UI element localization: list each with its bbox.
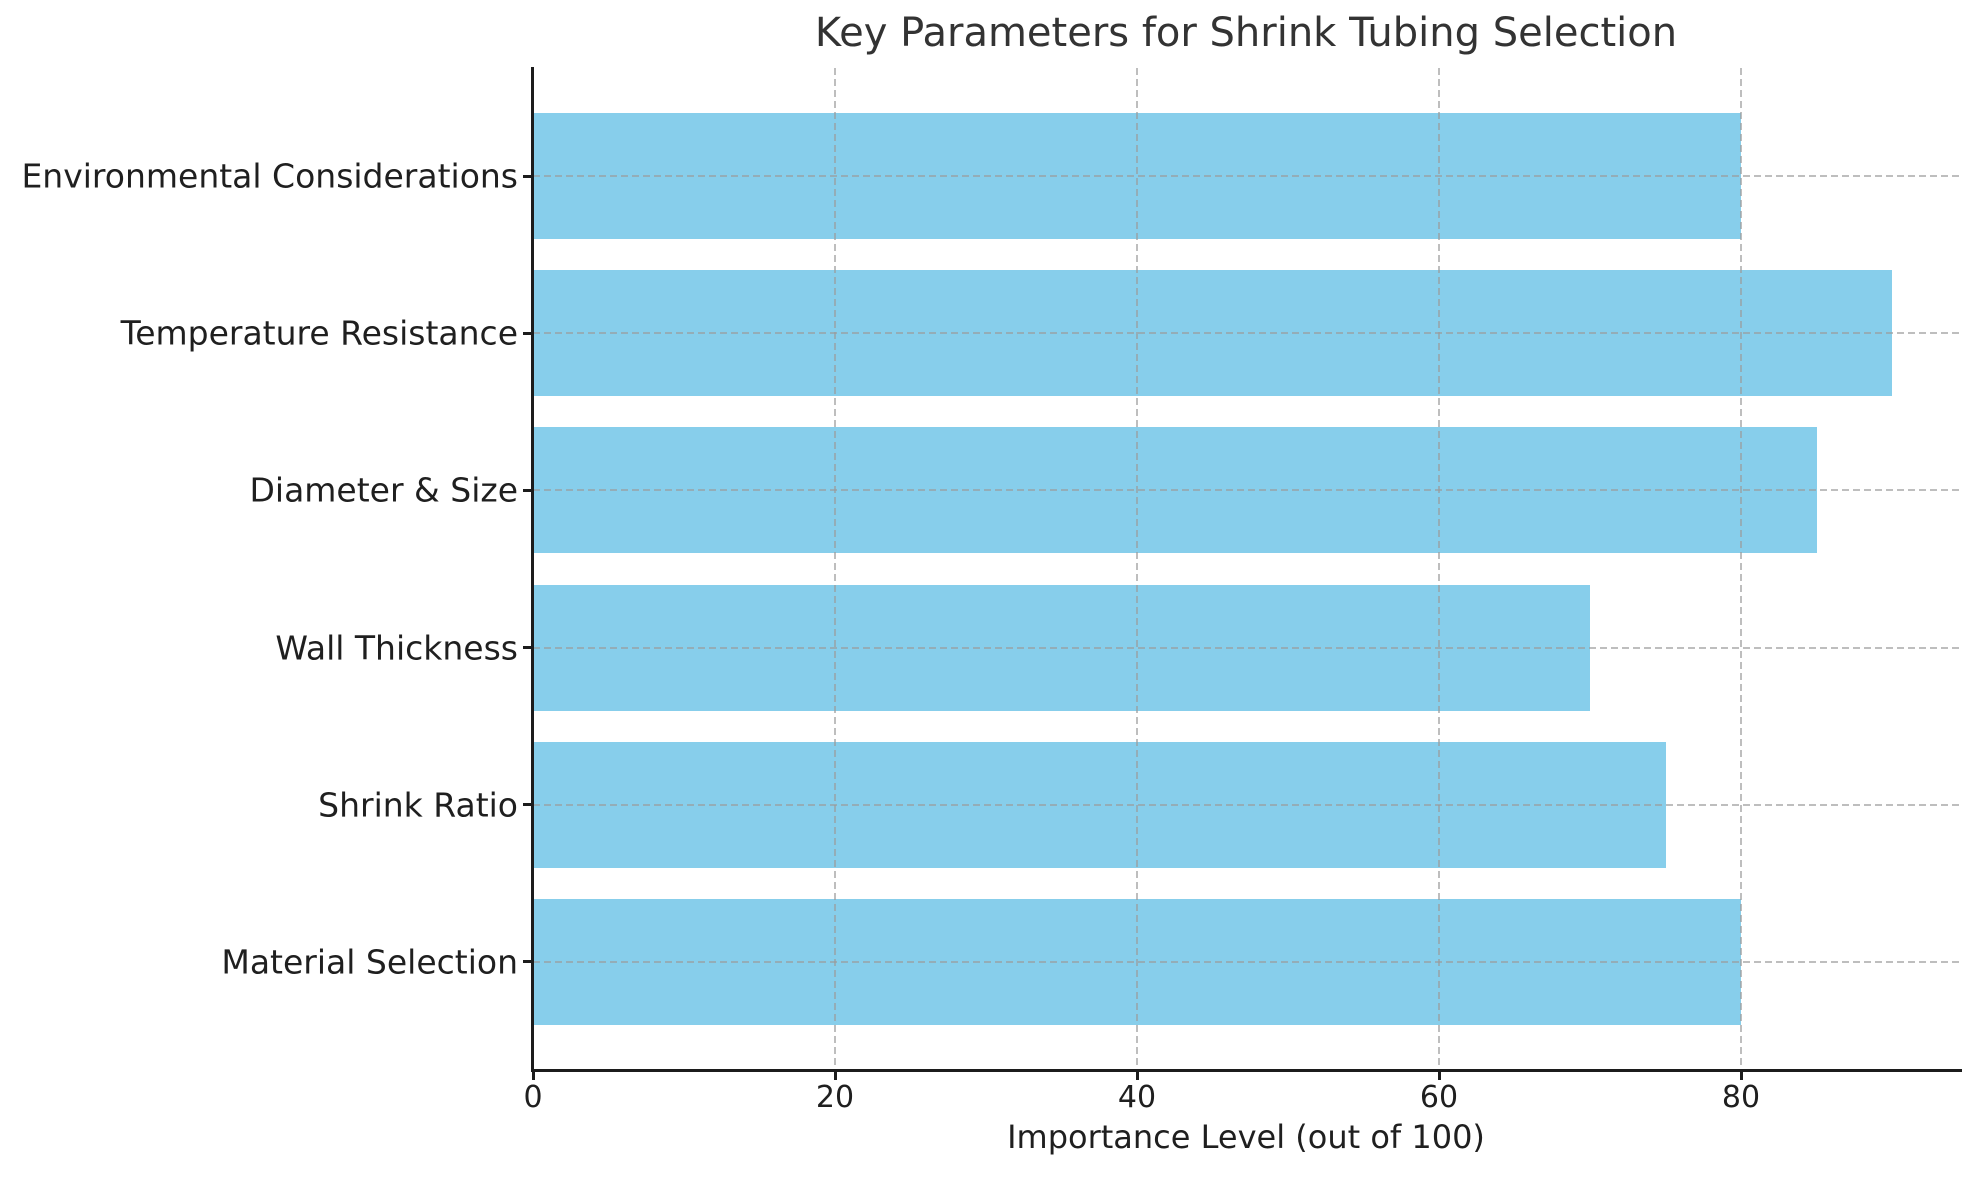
y-tick-mark <box>523 803 531 806</box>
v-gridline <box>1740 68 1742 1070</box>
y-tick-mark <box>523 960 531 963</box>
y-tick-label: Environmental Considerations <box>21 156 518 196</box>
x-tick-mark <box>834 1072 837 1080</box>
v-gridline <box>834 68 836 1070</box>
y-tick-label: Material Selection <box>221 942 518 982</box>
v-gridline <box>1438 68 1440 1070</box>
x-tick-mark <box>1438 1072 1441 1080</box>
h-gridline <box>533 647 1960 649</box>
y-tick-mark <box>523 646 531 649</box>
h-gridline <box>533 961 1960 963</box>
h-gridline <box>533 332 1960 334</box>
x-tick-mark <box>1740 1072 1743 1080</box>
y-tick-mark <box>523 175 531 178</box>
chart-title: Key Parameters for Shrink Tubing Selecti… <box>814 10 1678 56</box>
y-tick-mark <box>523 332 531 335</box>
x-tick-mark <box>532 1072 535 1080</box>
h-gridline <box>533 804 1960 806</box>
x-axis-spine <box>531 1069 1962 1072</box>
x-axis-label: Importance Level (out of 100) <box>1007 1118 1485 1156</box>
x-tick-label: 60 <box>1419 1080 1459 1115</box>
y-tick-label: Wall Thickness <box>275 628 518 668</box>
x-tick-mark <box>1136 1072 1139 1080</box>
y-axis-spine <box>531 67 534 1072</box>
h-gridline <box>533 489 1960 491</box>
x-tick-label: 20 <box>815 1080 855 1115</box>
y-tick-label: Shrink Ratio <box>318 785 518 825</box>
h-gridline <box>533 175 1960 177</box>
x-tick-label: 0 <box>523 1080 543 1115</box>
x-tick-label: 40 <box>1117 1080 1157 1115</box>
y-tick-label: Diameter & Size <box>249 470 518 510</box>
y-tick-mark <box>523 489 531 492</box>
x-tick-label: 80 <box>1721 1080 1761 1115</box>
y-tick-label: Temperature Resistance <box>120 313 518 353</box>
v-gridline <box>1136 68 1138 1070</box>
